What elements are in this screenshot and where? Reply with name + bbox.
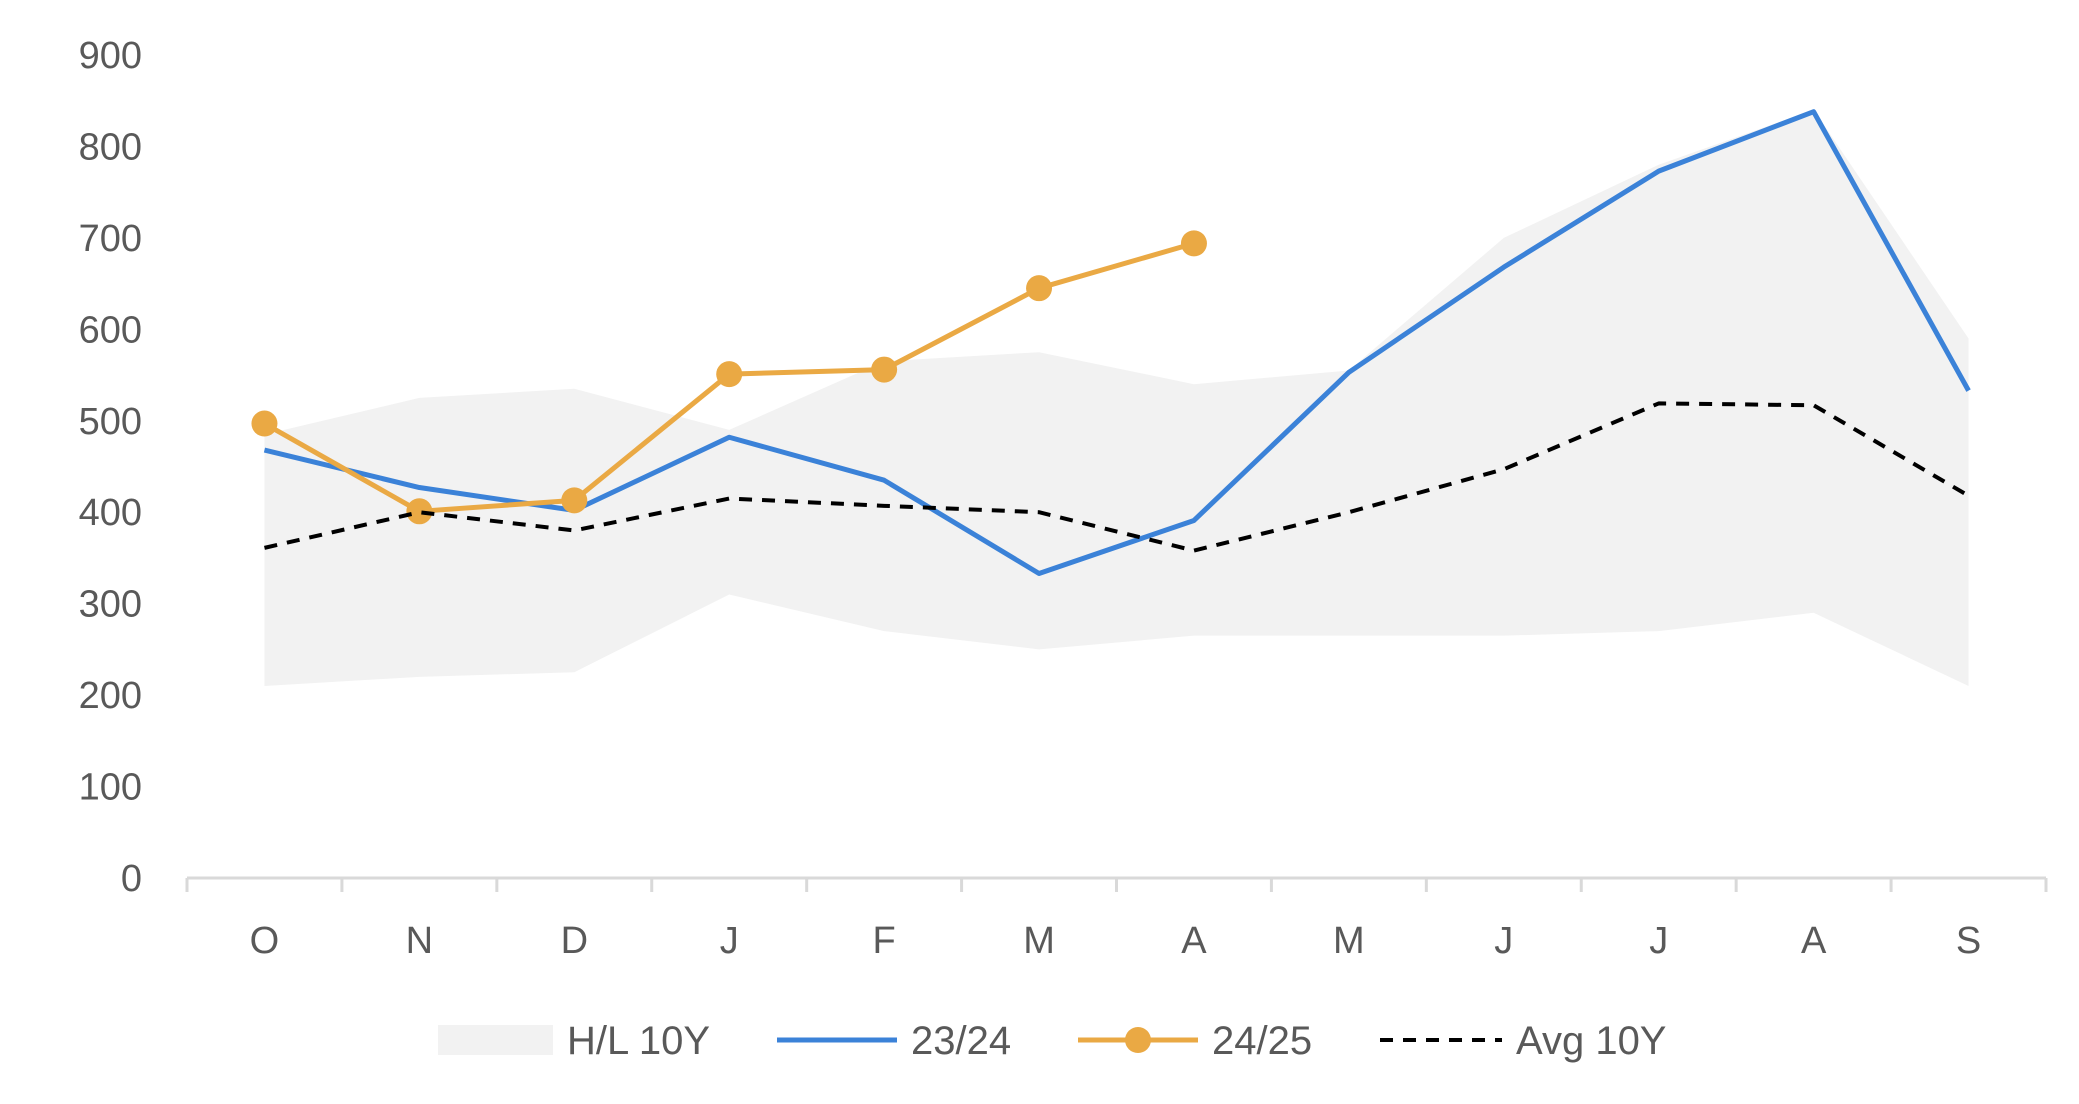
y-tick-label: 400 xyxy=(79,492,142,534)
y-tick-label: 300 xyxy=(79,584,142,626)
series-layer xyxy=(251,109,1971,576)
data-point xyxy=(561,487,588,514)
legend: H/L 10Y 23/24 24/25 Avg 10Y xyxy=(438,1019,1667,1063)
x-tick-label: J xyxy=(720,920,739,962)
legend-label: 23/24 xyxy=(911,1019,1011,1063)
legend-label: Avg 10Y xyxy=(1516,1019,1667,1063)
y-tick-label: 100 xyxy=(79,767,142,809)
x-tick-label: F xyxy=(873,920,896,962)
legend-item: 23/24 xyxy=(777,1019,1011,1063)
series-24-25 xyxy=(251,230,1207,525)
y-tick-label: 700 xyxy=(79,218,142,260)
legend-item: H/L 10Y xyxy=(438,1019,710,1063)
x-tick-label: J xyxy=(1649,920,1668,962)
x-tick-label: A xyxy=(1181,920,1207,962)
axes: O N D J F M A M J J A S 0 100 200 300 400 500 600 700 800 900 xyxy=(79,35,2048,962)
data-point xyxy=(251,410,278,437)
band-area-hl-10y xyxy=(264,109,1969,686)
legend-item: 24/25 xyxy=(1078,1019,1312,1063)
data-point xyxy=(1180,230,1207,257)
data-point xyxy=(871,356,898,383)
x-tick-label: M xyxy=(1023,920,1055,962)
x-tick-label: D xyxy=(561,920,588,962)
high-low-band-layer xyxy=(264,109,1969,686)
x-tick-label: A xyxy=(1801,920,1827,962)
series-23-24 xyxy=(263,109,1971,576)
series-line xyxy=(263,109,1971,576)
y-tick-label: 900 xyxy=(79,35,142,77)
legend-swatch xyxy=(438,1025,553,1055)
legend-marker xyxy=(1125,1027,1151,1053)
x-tick-label: S xyxy=(1956,920,1981,962)
series-line xyxy=(264,401,1970,553)
legend-label: 24/25 xyxy=(1212,1019,1312,1063)
x-tick-label: M xyxy=(1333,920,1365,962)
x-tick-label: J xyxy=(1494,920,1513,962)
x-tick-label: N xyxy=(406,920,433,962)
series-avg-10y xyxy=(264,401,1970,553)
data-point xyxy=(716,361,743,388)
legend-label: H/L 10Y xyxy=(567,1019,710,1063)
x-tick-label: O xyxy=(250,920,280,962)
y-tick-label: 600 xyxy=(79,309,142,351)
data-point xyxy=(1026,275,1053,302)
data-point xyxy=(406,498,433,525)
y-tick-label: 500 xyxy=(79,401,142,443)
y-tick-label: 800 xyxy=(79,126,142,168)
legend-item: Avg 10Y xyxy=(1380,1019,1667,1063)
y-tick-label: 200 xyxy=(79,675,142,717)
y-tick-label: 0 xyxy=(121,858,142,900)
